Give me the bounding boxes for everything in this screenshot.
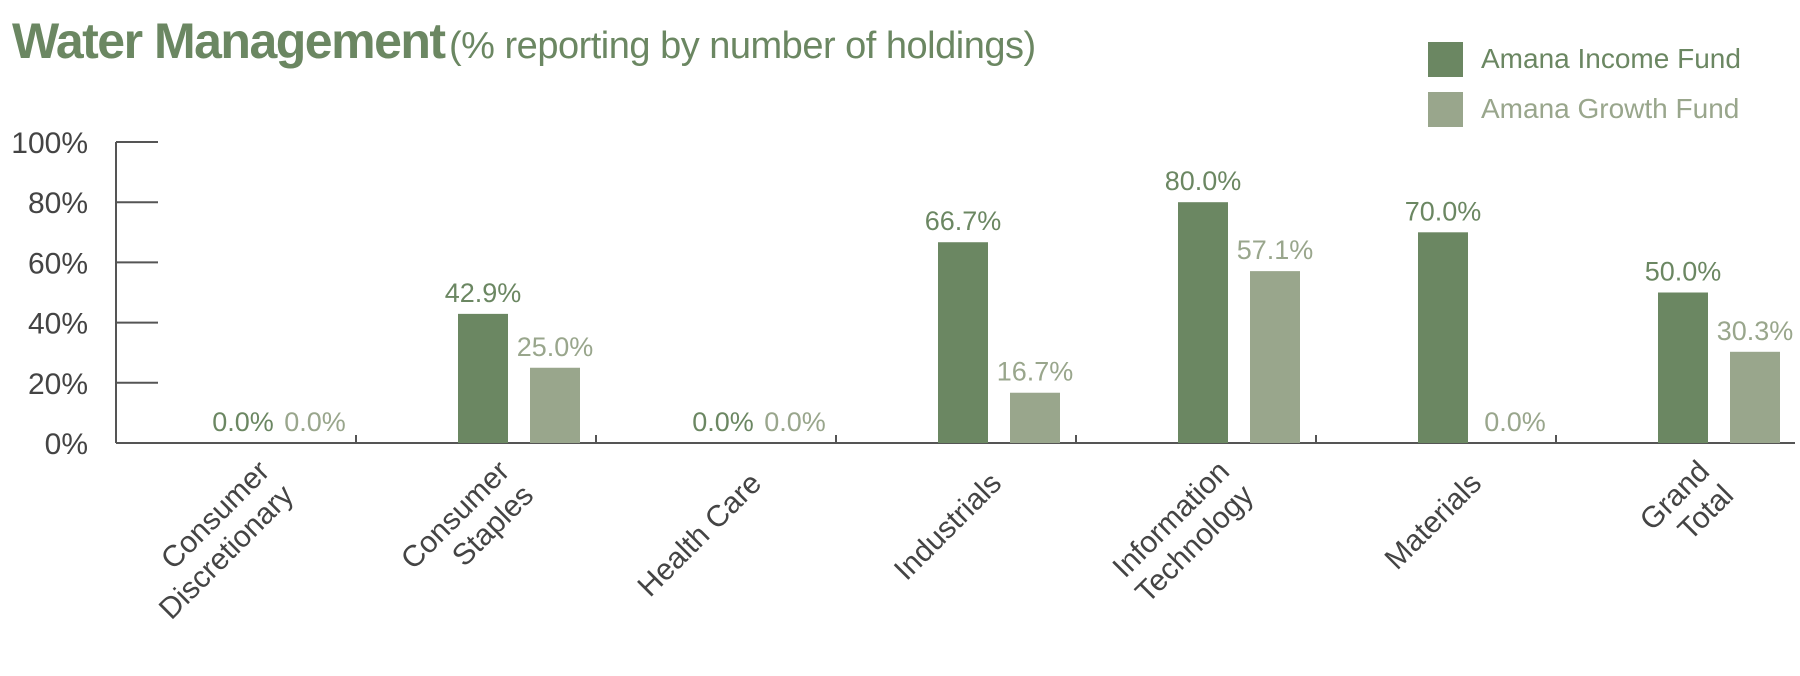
data-label-income: 0.0% <box>212 407 274 437</box>
bar-growth <box>1250 271 1300 443</box>
legend-item-income: Amana Income Fund <box>1428 34 1741 84</box>
bar-growth <box>1730 351 1780 443</box>
chart-title: Water Management (% reporting by number … <box>12 12 1036 70</box>
category-label-line: Industrials <box>888 467 1008 587</box>
data-label-growth: 0.0% <box>284 407 346 437</box>
legend: Amana Income Fund Amana Growth Fund <box>1428 34 1741 134</box>
category-label-line: Materials <box>1379 467 1488 576</box>
y-tick-label: 0% <box>45 428 88 461</box>
legend-swatch-income <box>1428 41 1463 77</box>
data-label-growth: 57.1% <box>1237 235 1314 265</box>
y-tick-label: 60% <box>28 247 88 280</box>
category-label: Materials <box>1379 467 1488 576</box>
bar-growth <box>530 367 580 443</box>
bar-income <box>938 242 988 443</box>
data-label-growth: 0.0% <box>1484 407 1546 437</box>
chart-title-sub: (% reporting by number of holdings) <box>449 25 1036 67</box>
y-tick-label: 100% <box>11 127 88 160</box>
category-label: Health Care <box>631 467 768 604</box>
y-tick-label: 80% <box>28 187 88 220</box>
data-label-income: 66.7% <box>925 206 1002 236</box>
legend-swatch-growth <box>1428 91 1463 127</box>
data-label-growth: 0.0% <box>764 407 826 437</box>
data-label-growth: 25.0% <box>517 332 594 362</box>
data-label-growth: 16.7% <box>997 357 1074 387</box>
legend-item-growth: Amana Growth Fund <box>1428 84 1741 134</box>
legend-label-growth: Amana Growth Fund <box>1481 93 1740 124</box>
y-tick-label: 20% <box>28 368 88 401</box>
data-label-income: 70.0% <box>1405 196 1482 226</box>
y-tick-label: 40% <box>28 308 88 341</box>
data-label-income: 0.0% <box>692 407 754 437</box>
data-label-income: 42.9% <box>445 278 522 308</box>
bar-income <box>1178 202 1228 443</box>
bar-growth <box>1010 392 1060 443</box>
bar-income <box>458 313 508 443</box>
data-label-income: 80.0% <box>1165 166 1242 196</box>
legend-label-income: Amana Income Fund <box>1481 43 1741 74</box>
category-label: Industrials <box>888 467 1008 587</box>
category-label-line: Health Care <box>631 467 768 604</box>
bar-income <box>1418 232 1468 443</box>
chart-title-main: Water Management <box>12 13 446 69</box>
bar-income <box>1658 292 1708 443</box>
data-label-income: 50.0% <box>1645 257 1722 287</box>
data-label-growth: 30.3% <box>1717 316 1794 346</box>
